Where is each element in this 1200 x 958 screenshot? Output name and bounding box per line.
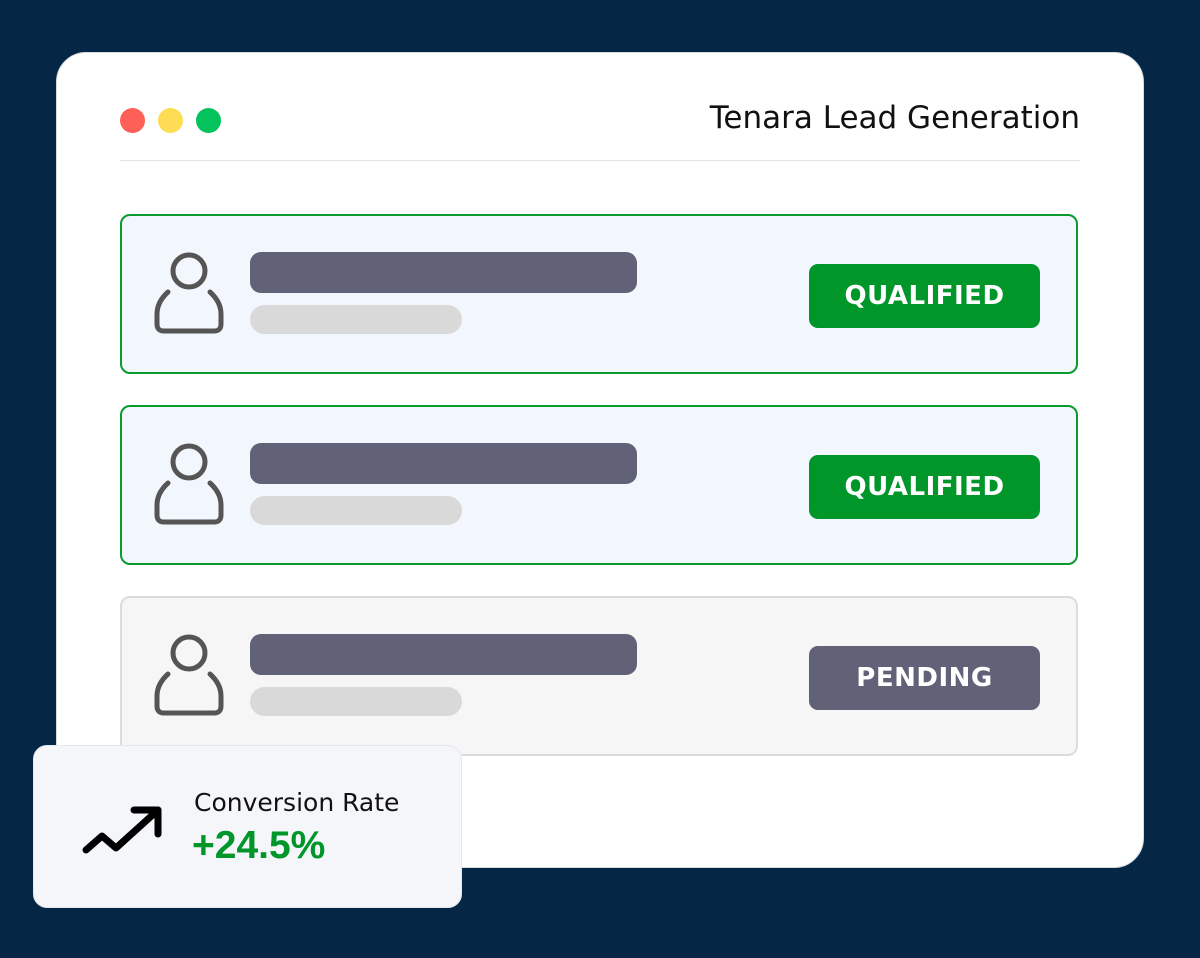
conversion-rate-card: Conversion Rate +24.5% — [33, 745, 462, 908]
lead-detail-placeholder — [250, 687, 462, 716]
lead-detail-placeholder — [250, 305, 462, 334]
status-badge: PENDING — [809, 646, 1040, 710]
window-close-button[interactable] — [120, 108, 145, 133]
lead-name-placeholder — [250, 634, 637, 675]
user-avatar-icon — [154, 634, 224, 716]
status-badge: QUALIFIED — [809, 264, 1040, 328]
lead-card[interactable]: QUALIFIED — [120, 214, 1078, 374]
user-avatar-icon — [154, 252, 224, 334]
window-minimize-button[interactable] — [158, 108, 183, 133]
window-title: Tenara Lead Generation — [709, 100, 1080, 136]
lead-name-placeholder — [250, 443, 637, 484]
metric-value: +24.5% — [192, 824, 326, 867]
user-avatar-icon — [154, 443, 224, 525]
trending-up-icon — [82, 806, 162, 854]
window-maximize-button[interactable] — [196, 108, 221, 133]
metric-label: Conversion Rate — [194, 788, 400, 817]
header-divider — [120, 160, 1080, 161]
lead-card[interactable]: QUALIFIED — [120, 405, 1078, 565]
lead-name-placeholder — [250, 252, 637, 293]
status-badge: QUALIFIED — [809, 455, 1040, 519]
lead-detail-placeholder — [250, 496, 462, 525]
lead-card[interactable]: PENDING — [120, 596, 1078, 756]
